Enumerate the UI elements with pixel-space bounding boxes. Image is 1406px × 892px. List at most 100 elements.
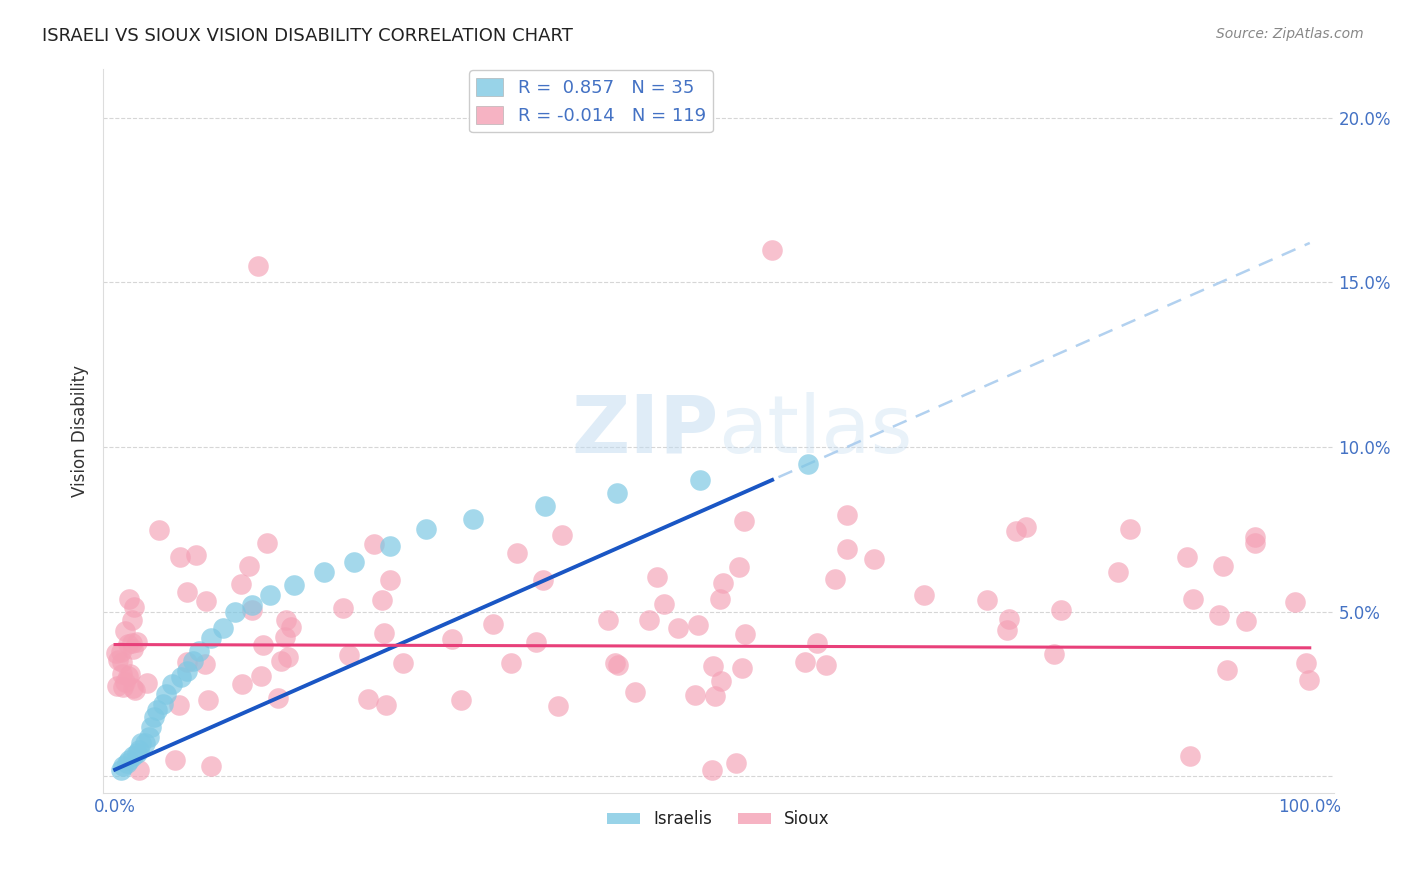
Point xyxy=(176,584,198,599)
Point xyxy=(441,632,464,647)
Text: ISRAELI VS SIOUX VISION DISABILITY CORRELATION CHART: ISRAELI VS SIOUX VISION DISABILITY CORRE… xyxy=(42,27,574,45)
Point xyxy=(647,570,669,584)
Point xyxy=(135,676,157,690)
Point xyxy=(976,592,998,607)
Point xyxy=(118,592,141,607)
Point xyxy=(702,658,724,673)
Point xyxy=(124,682,146,697)
Point xyxy=(862,552,884,566)
Point xyxy=(139,720,162,734)
Point xyxy=(332,601,354,615)
Point xyxy=(131,736,153,750)
Point xyxy=(163,753,186,767)
Point xyxy=(596,614,619,628)
Point xyxy=(121,636,143,650)
Point xyxy=(120,666,142,681)
Point xyxy=(111,656,134,670)
Point xyxy=(837,508,859,523)
Point xyxy=(374,698,396,713)
Point xyxy=(229,576,252,591)
Point xyxy=(654,597,676,611)
Point xyxy=(373,626,395,640)
Y-axis label: Vision Disability: Vision Disability xyxy=(72,365,89,497)
Point xyxy=(114,674,136,689)
Point xyxy=(1182,592,1205,607)
Point xyxy=(162,677,184,691)
Point xyxy=(122,600,145,615)
Point xyxy=(176,664,198,678)
Legend: Israelis, Sioux: Israelis, Sioux xyxy=(600,804,837,835)
Point xyxy=(280,620,302,634)
Point xyxy=(668,622,690,636)
Point xyxy=(270,654,292,668)
Point xyxy=(1180,749,1202,764)
Point xyxy=(1215,663,1237,677)
Point xyxy=(283,578,305,592)
Point xyxy=(357,691,380,706)
Point xyxy=(112,759,135,773)
Point xyxy=(603,656,626,670)
Point xyxy=(761,243,783,257)
Point xyxy=(200,759,222,773)
Point xyxy=(995,623,1018,637)
Point xyxy=(256,535,278,549)
Point xyxy=(1298,673,1320,688)
Point xyxy=(193,657,215,671)
Point xyxy=(238,558,260,573)
Point xyxy=(824,572,846,586)
Point xyxy=(733,514,755,528)
Point xyxy=(797,457,820,471)
Point xyxy=(689,473,711,487)
Point xyxy=(450,693,472,707)
Point xyxy=(314,565,336,579)
Point xyxy=(155,687,177,701)
Point xyxy=(187,644,209,658)
Point xyxy=(1234,614,1257,628)
Point xyxy=(152,697,174,711)
Point xyxy=(176,655,198,669)
Point xyxy=(730,661,752,675)
Text: atlas: atlas xyxy=(718,392,912,469)
Point xyxy=(1208,607,1230,622)
Point xyxy=(526,635,548,649)
Point xyxy=(463,512,485,526)
Point xyxy=(339,648,361,663)
Point xyxy=(1243,535,1265,549)
Point xyxy=(146,703,169,717)
Point xyxy=(378,574,401,588)
Point xyxy=(1175,550,1198,565)
Point xyxy=(105,679,128,693)
Point xyxy=(122,681,145,696)
Point xyxy=(370,592,392,607)
Point xyxy=(105,646,128,660)
Point xyxy=(1050,603,1073,617)
Point xyxy=(415,522,437,536)
Point xyxy=(184,549,207,563)
Point xyxy=(683,688,706,702)
Point xyxy=(363,537,385,551)
Point xyxy=(125,746,148,760)
Text: ZIP: ZIP xyxy=(571,392,718,469)
Point xyxy=(725,756,748,770)
Point xyxy=(252,638,274,652)
Point xyxy=(274,630,297,644)
Point xyxy=(343,555,366,569)
Point xyxy=(506,546,529,560)
Point xyxy=(702,763,724,777)
Point xyxy=(728,560,751,574)
Point xyxy=(118,753,141,767)
Text: Source: ZipAtlas.com: Source: ZipAtlas.com xyxy=(1216,27,1364,41)
Point xyxy=(638,613,661,627)
Point xyxy=(107,653,129,667)
Point xyxy=(267,691,290,706)
Point xyxy=(169,550,191,565)
Point xyxy=(247,259,270,273)
Point xyxy=(274,613,297,627)
Point xyxy=(1108,565,1130,579)
Point xyxy=(117,637,139,651)
Point xyxy=(1212,558,1234,573)
Point xyxy=(1015,520,1038,534)
Point xyxy=(709,592,731,607)
Point xyxy=(122,642,145,657)
Point xyxy=(794,655,817,669)
